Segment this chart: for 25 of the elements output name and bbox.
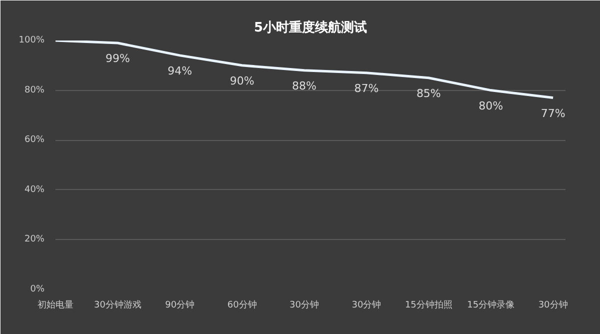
- y-tick-label: 40%: [24, 184, 45, 195]
- data-label: 85%: [416, 86, 441, 100]
- x-tick-label: 15分钟拍照: [404, 300, 452, 310]
- data-label: 99%: [105, 52, 130, 65]
- data-label: 87%: [354, 82, 379, 95]
- x-tick-label: 60分钟: [227, 300, 257, 310]
- line-series: [56, 40, 554, 100]
- data-label: 77%: [540, 106, 566, 120]
- x-tick-label: 30分钟: [538, 300, 568, 310]
- data-label: 88%: [292, 79, 317, 92]
- chart-title: 5小时重度续航测试: [254, 20, 368, 36]
- y-tick-label: 20%: [24, 234, 45, 245]
- y-tick-label: 60%: [24, 135, 45, 146]
- x-tick-label: 初始电量: [38, 300, 74, 310]
- data-label: 80%: [478, 99, 504, 112]
- y-tick-label: 0%: [30, 284, 45, 294]
- x-tick-label: 30分钟: [352, 300, 382, 310]
- data-label: 94%: [168, 64, 192, 78]
- y-tick-label: 100%: [18, 36, 45, 46]
- y-tick-label: 80%: [24, 85, 45, 96]
- x-tick-label: 90分钟: [165, 300, 195, 310]
- data-label: 90%: [230, 74, 254, 88]
- x-tick-label: 30分钟游戏: [94, 300, 142, 310]
- x-tick-label: 30分钟: [290, 300, 320, 310]
- x-tick-label: 15分钟录像: [467, 300, 515, 310]
